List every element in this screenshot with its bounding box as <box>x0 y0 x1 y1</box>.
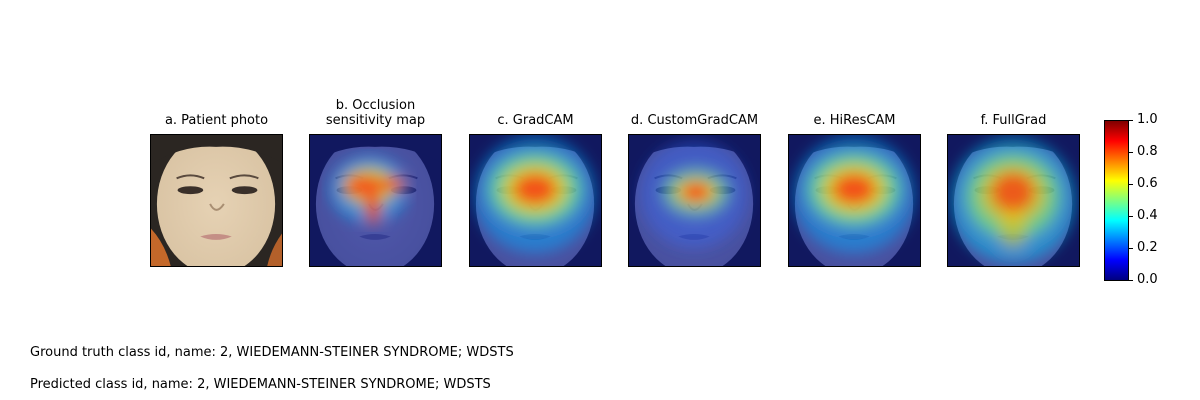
attribution-map-occlusion <box>309 134 442 267</box>
panel-title: a. Patient photo <box>127 113 307 128</box>
colorbar-tick <box>1129 152 1133 153</box>
colorbar-tick-label: 0.2 <box>1137 240 1158 255</box>
panel-title: c. GradCAM <box>446 113 626 128</box>
panel-title-line: c. GradCAM <box>497 113 574 128</box>
colorbar-tick-label: 0.0 <box>1137 272 1158 287</box>
colorbar <box>1104 120 1129 281</box>
panel-title: e. HiResCAM <box>765 113 945 128</box>
colorbar-tick <box>1129 248 1133 249</box>
attribution-map-gradcam <box>469 134 602 267</box>
predicted-caption: Predicted class id, name: 2, WIEDEMANN-S… <box>30 377 491 392</box>
panel-title: d. CustomGradCAM <box>605 113 785 128</box>
panel-title-line: d. CustomGradCAM <box>630 113 759 128</box>
panel-title-line: f. FullGrad <box>980 113 1047 128</box>
colorbar-tick <box>1129 216 1133 217</box>
panel-title-line: e. HiResCAM <box>813 113 896 128</box>
panel-title: f. FullGrad <box>924 113 1104 128</box>
colorbar-tick-label: 1.0 <box>1137 112 1158 127</box>
colorbar-tick <box>1129 184 1133 185</box>
panel-title: b. Occlusion sensitivity map <box>286 98 466 128</box>
patient-photo <box>150 134 283 267</box>
colorbar-tick <box>1129 120 1133 121</box>
ground-truth-caption: Ground truth class id, name: 2, WIEDEMAN… <box>30 345 514 360</box>
panel-title-line: b. Occlusion <box>335 98 416 113</box>
attribution-map-fullgrad <box>947 134 1080 267</box>
colorbar-tick-label: 0.4 <box>1137 208 1158 223</box>
panel-title-line: a. Patient photo <box>164 113 269 128</box>
colorbar-tick-label: 0.6 <box>1137 176 1158 191</box>
colorbar-tick <box>1129 280 1133 281</box>
attribution-map-hirescam <box>788 134 921 267</box>
attribution-map-customgradcam <box>628 134 761 267</box>
panel-title-line: sensitivity map <box>325 113 426 128</box>
colorbar-tick-label: 0.8 <box>1137 144 1158 159</box>
